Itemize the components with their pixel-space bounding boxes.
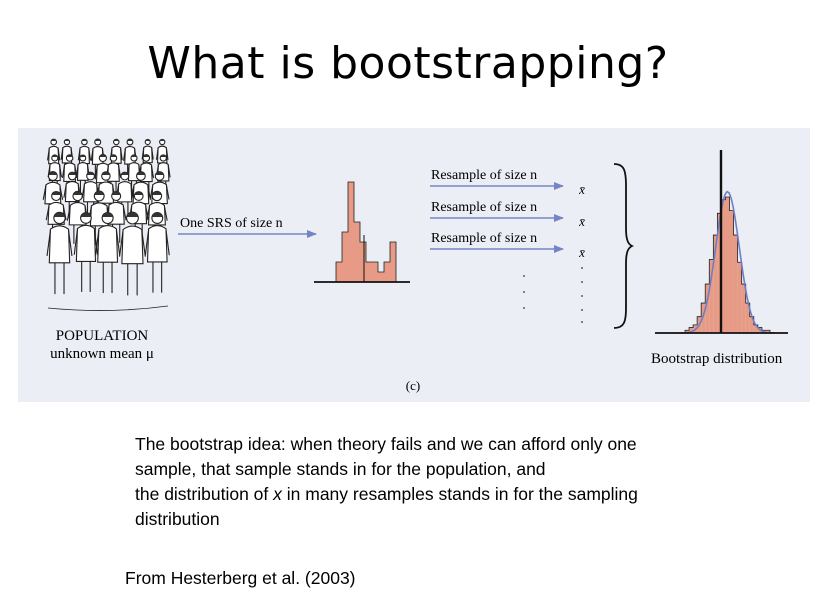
bootstrap-figure: POPULATION unknown mean μ One SRS of siz… [18,128,810,402]
boot-hist-bar [713,235,718,333]
person-figure [94,211,121,294]
person-figure [115,171,134,220]
boot-hist-bar [753,324,758,333]
person-figure [144,212,170,293]
sample-hist-outline [335,181,397,282]
boot-hist-outline [684,196,771,333]
bootstrap-label: Bootstrap distribution [651,351,783,367]
xbar-label: x̄ [578,182,585,197]
sample-hist-bar [366,262,372,282]
boot-hist-bar [733,235,738,333]
normal-curve [678,190,776,334]
panel-label: (c) [406,378,420,393]
resample-label: Resample of size n [431,168,537,183]
caption-line-3: the distribution of x in many resamples … [135,482,775,507]
person-figure [46,211,73,295]
caption-line-2: sample, that sample stands in for the po… [135,459,546,479]
boot-hist-bar [685,330,690,333]
sample-hist-bar [360,242,366,282]
boot-hist-bar [721,199,726,333]
resample-label: Resample of size n [431,200,537,215]
sample-hist-bar [384,262,390,282]
sample-hist-bar [342,232,348,282]
boot-hist-bar [749,316,754,333]
caption-variable: x [273,484,282,504]
boot-hist-bar [689,327,694,333]
sample-histogram [314,181,410,283]
population-sublabel: unknown mean μ [50,346,154,362]
caption-line-3-post: in many resamples stands in for the samp… [281,484,638,504]
population-label: POPULATION [56,328,149,344]
resample-row: Resample of size n x̄ [430,168,585,197]
boot-hist-bar [729,210,734,333]
brace-icon [613,163,635,329]
boot-hist-bar [709,259,714,333]
resample-group: Resample of size n x̄ Resample of size n x̄… [430,168,585,260]
sample-hist-bar [372,262,378,282]
sample-hist-bar [390,242,396,282]
caption-line-4: distribution [135,509,220,529]
xbar-label: x̄ [578,214,585,229]
person-figure [118,211,146,296]
caption: The bootstrap idea: when theory fails an… [135,432,775,532]
boot-hist-bar [765,330,770,333]
caption-line-3-pre: the distribution of [135,484,274,504]
srs-label: One SRS of size n [180,216,283,231]
resample-row: Resample of size n x̄ [430,200,585,229]
resample-label: Resample of size n [431,231,537,246]
boot-hist-bar [725,197,730,333]
boot-hist-bar [705,284,710,333]
boot-hist-bar [717,213,722,333]
xbar-label: x̄ [578,245,585,260]
boot-hist-bar [737,262,742,333]
bootstrap-histogram [655,150,788,334]
crowd-illustration [42,138,171,311]
sample-hist-bar [336,262,342,282]
person-figure [73,212,99,292]
continuation-dots [523,267,583,323]
sample-hist-bar [378,272,384,282]
sample-hist-bar [348,182,354,282]
boot-hist-bar [741,284,746,333]
slide-title: What is bootstrapping? [147,38,669,89]
reference: From Hesterberg et al. (2003) [125,568,356,588]
resample-row: Resample of size n x̄ [430,231,585,260]
figure-canvas: POPULATION unknown mean μ One SRS of siz… [42,138,788,393]
boot-hist-bar [745,303,750,333]
sample-hist-bar [354,222,360,282]
caption-line-1: The bootstrap idea: when theory fails an… [135,434,637,454]
